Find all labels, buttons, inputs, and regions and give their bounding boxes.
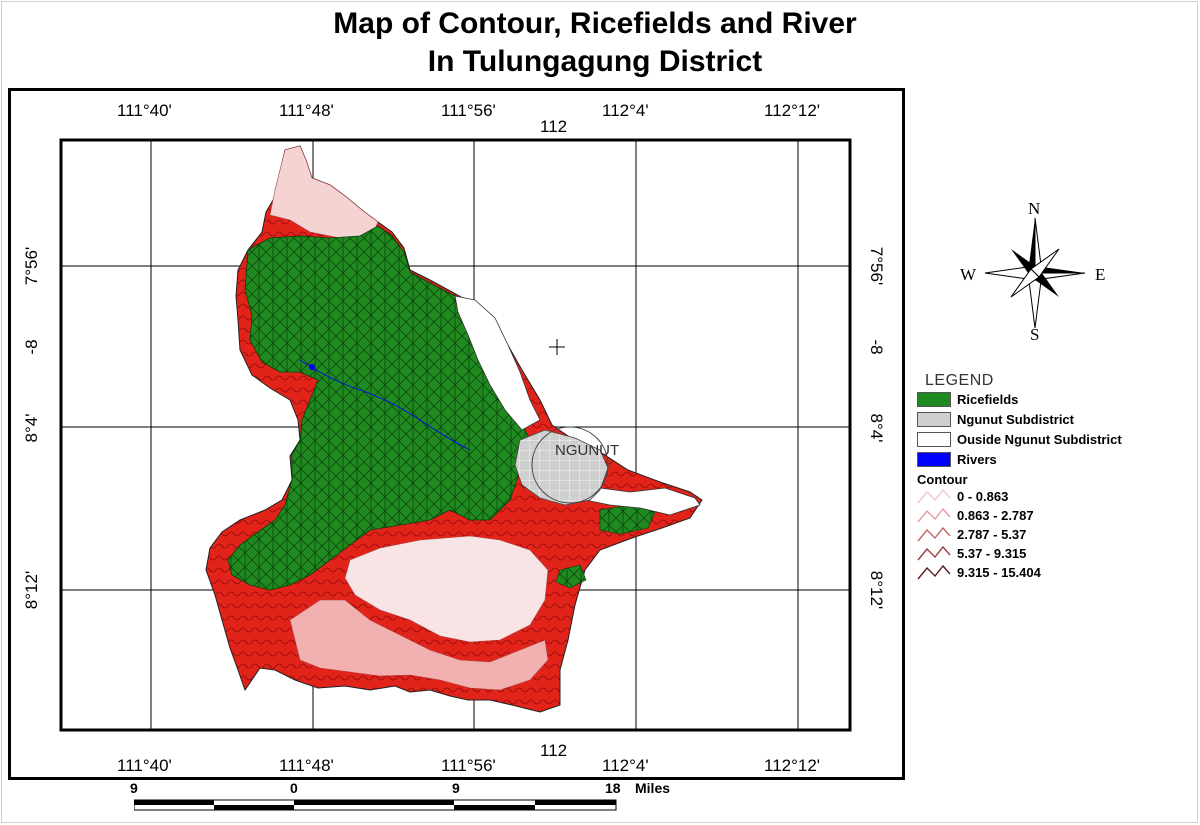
legend-contour-label: 0 - 0.863 (957, 489, 1009, 504)
contour-line-icon (917, 564, 951, 580)
legend: LEGEND Ricefields Ngunut Subdistrict Ous… (915, 372, 1185, 582)
legend-contour-item: 5.37 - 9.315 (915, 544, 1185, 563)
compass-north-label: N (1028, 199, 1041, 218)
legend-swatch (917, 432, 951, 447)
bottom-mid-tick-label: 112 (540, 741, 568, 760)
right-tick-label: 8°4' (867, 413, 886, 443)
bottom-tick-label: 112°4' (602, 756, 649, 775)
legend-label: Ricefields (957, 392, 1019, 407)
contour-line-icon (917, 526, 951, 542)
left-tick-label: -8 (22, 339, 41, 355)
legend-item: Ngunut Subdistrict (915, 410, 1185, 430)
map-title-line-2: In Tulungagung District (427, 45, 763, 78)
top-tick-label: 111°40' (117, 101, 172, 120)
left-tick-label: 7°56' (22, 246, 41, 286)
ricefields-area (227, 225, 531, 591)
bottom-tick-label: 112°12' (764, 756, 821, 775)
compass-south-label: S (1030, 325, 1040, 344)
top-tick-label: 111°48' (279, 101, 334, 120)
ngunut-label: NGUNUT (555, 442, 619, 459)
legend-item: Ricefields (915, 390, 1185, 410)
legend-contour-label: 2.787 - 5.37 (957, 527, 1027, 542)
legend-swatch (917, 412, 951, 427)
bottom-tick-label: 111°40' (117, 756, 172, 775)
legend-contour-item: 0 - 0.863 (915, 487, 1185, 506)
left-tick-label: 8°12' (22, 570, 41, 610)
contour-line-icon (917, 545, 951, 561)
right-tick-label: 7°56' (867, 246, 886, 286)
left-tick-label: 8°4' (22, 413, 41, 443)
map-title-line-1: Map of Contour, Ricefields and River (333, 7, 857, 40)
scale-bar-graphic (134, 799, 617, 811)
legend-contour-item: 9.315 - 15.404 (915, 563, 1185, 582)
legend-swatch (917, 452, 951, 467)
contour-mid-south (289, 599, 549, 691)
contour-low-south (344, 535, 549, 643)
top-mid-tick-label: 112 (540, 117, 568, 136)
legend-contour-title: Contour (917, 472, 968, 487)
top-tick-label: 112°4' (602, 101, 649, 120)
compass-rose-icon (984, 217, 1086, 329)
legend-label: Rivers (957, 452, 997, 467)
center-crosshair (549, 339, 565, 355)
legend-contour-item: 2.787 - 5.37 (915, 525, 1185, 544)
compass-west-label: W (960, 265, 977, 284)
contour-line-icon (917, 488, 951, 504)
legend-title: LEGEND (925, 372, 994, 389)
river-line (299, 359, 471, 451)
bottom-tick-label: 111°56' (441, 756, 496, 775)
contour-line-icon (917, 507, 951, 523)
legend-label: Ngunut Subdistrict (957, 412, 1074, 427)
legend-contour-label: 0.863 - 2.787 (957, 508, 1034, 523)
north-arrow: N S W E (950, 195, 1130, 355)
legend-item: Rivers (915, 450, 1185, 470)
legend-label: Ouside Ngunut Subdistrict (957, 432, 1122, 447)
legend-contour-item: 0.863 - 2.787 (915, 506, 1185, 525)
right-tick-label: 8°12' (867, 570, 886, 610)
map-data-frame (8, 88, 905, 780)
outside-ngunut-patch-1 (454, 295, 541, 431)
scale-tick-label: 9 (130, 780, 138, 796)
ngunut-highlight-circle (531, 426, 609, 504)
legend-swatch (917, 392, 951, 407)
top-tick-label: 112°12' (764, 101, 821, 120)
scale-tick-label: 18 (605, 780, 621, 796)
scale-unit-label: Miles (635, 780, 671, 796)
legend-item: Ouside Ngunut Subdistrict (915, 430, 1185, 450)
scale-bar: 9 0 9 18 Miles (120, 780, 720, 820)
compass-east-label: E (1095, 265, 1106, 284)
right-tick-label: -8 (867, 339, 886, 355)
scale-tick-label: 0 (290, 780, 298, 796)
legend-contour-label: 5.37 - 9.315 (957, 546, 1027, 561)
scale-tick-label: 9 (452, 780, 460, 796)
bottom-tick-label: 111°48' (279, 756, 334, 775)
top-tick-label: 111°56' (441, 101, 496, 120)
legend-contour-label: 9.315 - 15.404 (957, 565, 1041, 580)
ricefields-se-patch (555, 564, 587, 589)
